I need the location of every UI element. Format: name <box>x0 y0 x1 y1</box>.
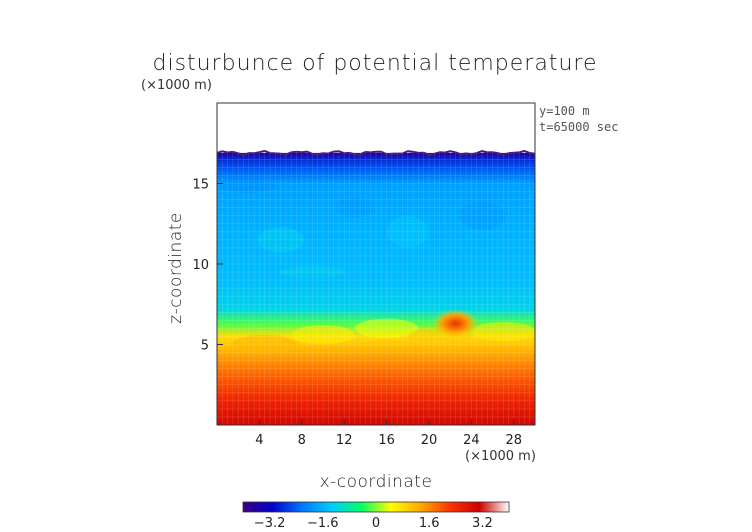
y-ticks: 5 10 15 <box>192 178 223 354</box>
field-band <box>291 325 355 345</box>
field-band <box>354 318 419 339</box>
field-band <box>232 334 297 355</box>
colorbar-tick-label: 3.2 <box>472 516 493 531</box>
grid-lines <box>217 103 535 425</box>
y-tick-label: 5 <box>201 339 209 354</box>
field-streak <box>336 197 374 218</box>
x-tick-label: 28 <box>506 433 523 448</box>
x-tick-label: 20 <box>421 433 438 448</box>
x-tick-label: 4 <box>255 433 263 448</box>
hot-spot <box>432 309 479 339</box>
colorbar: −3.2 −1.6 0 1.6 3.2 <box>242 501 510 531</box>
annotation-t: t=65000 sec <box>539 120 618 134</box>
field-streak <box>279 265 346 279</box>
field-streak <box>220 181 277 193</box>
colorbar-tick-label: −1.6 <box>307 516 339 531</box>
colorbar-ticks: −3.2 −1.6 0 1.6 3.2 <box>254 516 493 531</box>
temperature-field <box>217 152 535 425</box>
colorbar-bar <box>242 501 510 513</box>
field-band <box>471 321 535 342</box>
x-unit-label: (×1000 m) <box>465 449 536 464</box>
chart-title: disturbunce of potential temperature <box>153 51 598 76</box>
field-streak <box>257 226 304 253</box>
field-streak <box>386 215 429 248</box>
y-tick-label: 15 <box>192 178 209 193</box>
y-axis-label: z-coordinate <box>166 212 186 324</box>
x-tick-label: 24 <box>463 433 480 448</box>
colorbar-tick-label: 0 <box>372 516 380 531</box>
x-axis-label: x-coordinate <box>320 472 433 492</box>
x-tick-label: 12 <box>336 433 353 448</box>
field-structures <box>220 181 535 355</box>
annotation-y: y=100 m <box>539 104 590 118</box>
x-tick-label: 8 <box>298 433 306 448</box>
annotations: y=100 m t=65000 sec <box>539 104 618 134</box>
y-tick-label: 10 <box>192 258 209 273</box>
colorbar-tick-label: −3.2 <box>254 516 286 531</box>
colorbar-tick-label: 1.6 <box>419 516 440 531</box>
y-unit-label: (×1000 m) <box>141 78 212 93</box>
field-streak <box>458 201 506 230</box>
x-tick-label: 16 <box>378 433 395 448</box>
field-top-edge <box>217 149 535 157</box>
x-ticks: 4 8 12 16 20 24 28 <box>255 419 522 448</box>
plot-area <box>217 103 535 425</box>
